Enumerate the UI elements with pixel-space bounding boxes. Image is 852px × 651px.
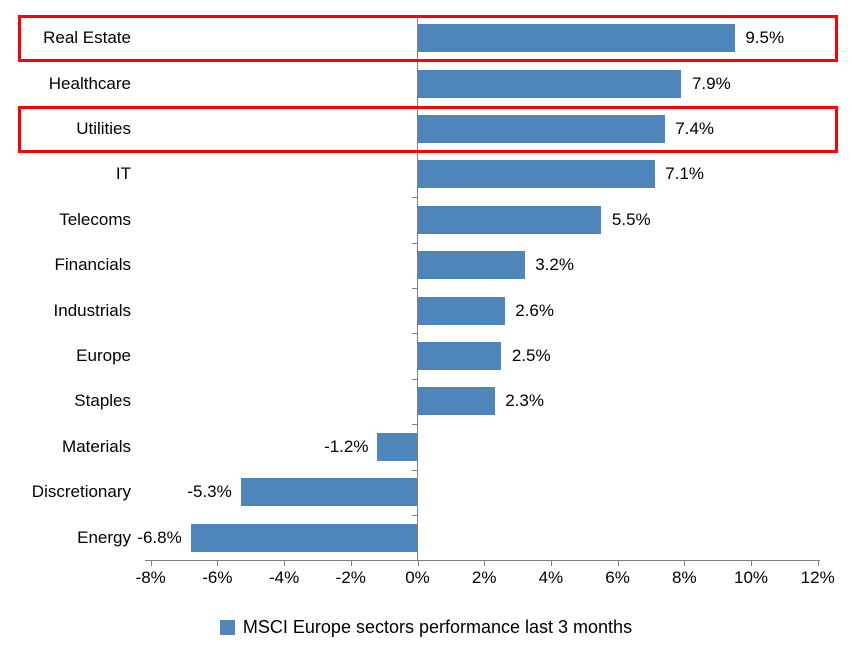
- value-axis-tick: [284, 560, 286, 566]
- value-axis-tick-label: 2%: [471, 568, 497, 587]
- value-label-industrials: 2.6%: [515, 300, 554, 320]
- value-axis-tick: [350, 560, 352, 566]
- bar-materials: [377, 432, 418, 461]
- category-label-materials: Materials: [62, 436, 131, 456]
- category-label-utilities: Utilities: [76, 119, 131, 138]
- category-axis-tick: [412, 378, 417, 380]
- category-label-real-estate: Real Estate: [43, 28, 131, 48]
- value-label-materials: -1.2%: [324, 436, 369, 456]
- value-axis-tick: [617, 560, 619, 566]
- category-axis-tick: [412, 333, 417, 335]
- value-axis-tick: [550, 560, 552, 566]
- category-label-energy: Energy: [77, 527, 131, 547]
- value-axis-tick: [217, 560, 219, 566]
- value-label-healthcare: 7.9%: [691, 73, 731, 93]
- value-label-discretionary: -5.3%: [187, 482, 232, 502]
- value-axis-tick-label: -2%: [335, 568, 366, 587]
- category-label-financials: Financials: [54, 255, 131, 275]
- value-label-energy: -6.8%: [137, 527, 182, 547]
- value-axis-tick: [417, 560, 419, 566]
- category-label-it: IT: [115, 164, 131, 184]
- value-axis-tick: [484, 560, 486, 566]
- category-axis-line: [417, 15, 418, 560]
- value-axis-tick: [817, 560, 819, 566]
- category-label-healthcare: Healthcare: [48, 73, 131, 93]
- value-axis-tick-label: 4%: [538, 568, 564, 587]
- value-label-it: 7.1%: [665, 164, 705, 184]
- bar-industrials: [418, 296, 505, 325]
- bar-healthcare: [418, 69, 682, 98]
- category-label-europe: Europe: [76, 346, 131, 365]
- bar-discretionary: [240, 478, 418, 507]
- category-axis-tick: [412, 514, 417, 516]
- category-label-staples: Staples: [74, 391, 131, 411]
- category-label-discretionary: Discretionary: [31, 482, 131, 502]
- bar-it: [418, 160, 655, 189]
- value-label-utilities: 7.4%: [675, 119, 715, 138]
- value-label-telecoms: 5.5%: [611, 209, 651, 229]
- bar-utilities: [418, 115, 665, 143]
- legend-label: MSCI Europe sectors performance last 3 m…: [242, 616, 633, 637]
- value-axis-tick: [150, 560, 152, 566]
- category-axis-tick: [412, 287, 417, 289]
- value-axis-tick: [684, 560, 686, 566]
- value-axis-line: [145, 560, 820, 561]
- value-label-staples: 2.3%: [505, 391, 544, 411]
- bar-real-estate: [418, 24, 735, 53]
- value-axis-tick-label: 6%: [605, 568, 630, 587]
- category-axis-tick: [412, 242, 417, 244]
- value-axis-tick-label: -6%: [202, 568, 233, 587]
- category-label-telecoms: Telecoms: [59, 209, 131, 229]
- category-axis-tick: [412, 197, 417, 199]
- value-axis-tick-label: -4%: [268, 568, 300, 587]
- bar-energy: [190, 523, 418, 552]
- highlight-box-utilities: [18, 105, 838, 153]
- bar-europe: [418, 342, 502, 370]
- bar-staples: [418, 387, 495, 416]
- value-axis-tick-label: 10%: [733, 568, 769, 587]
- value-label-financials: 3.2%: [535, 255, 574, 275]
- bar-financials: [418, 251, 525, 280]
- category-label-industrials: Industrials: [53, 300, 131, 320]
- legend-swatch-icon: [219, 619, 235, 635]
- value-axis-tick-label: -8%: [135, 568, 166, 587]
- value-label-real-estate: 9.5%: [745, 28, 785, 48]
- chart-legend: MSCI Europe sectors performance last 3 m…: [0, 612, 852, 642]
- value-axis-tick-label: 8%: [672, 568, 697, 587]
- value-axis-tick-label: 0%: [405, 568, 430, 587]
- value-axis-tick-label: 12%: [800, 568, 835, 587]
- value-label-europe: 2.5%: [511, 346, 551, 365]
- value-axis-tick: [751, 560, 752, 566]
- category-axis-tick: [412, 469, 417, 471]
- category-axis-tick: [412, 424, 417, 426]
- highlight-box-real-estate: [18, 14, 838, 62]
- bar-telecoms: [418, 205, 602, 234]
